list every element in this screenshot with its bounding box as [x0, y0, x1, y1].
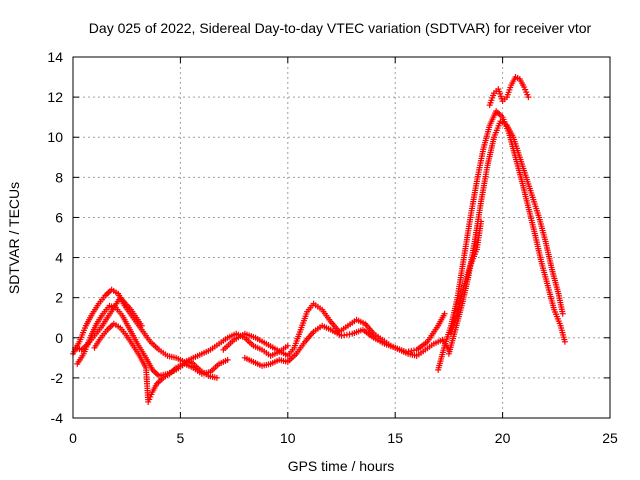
data-point-track-e: [441, 310, 448, 317]
axis-ticks: 0 5 10 15 20 25 -4 -2 0 2 4 6 8 10 12 14: [47, 49, 618, 446]
x-tick-label: 15: [387, 430, 403, 446]
y-tick-label: -2: [51, 370, 64, 386]
y-tick-label: 10: [47, 129, 63, 145]
y-tick-label: -4: [51, 410, 64, 426]
plot-frame: [72, 56, 611, 419]
y-tick-label: 14: [47, 49, 63, 65]
y-axis-label: SDTVAR / TECUs: [6, 182, 22, 294]
y-tick-label: 12: [47, 89, 63, 105]
y-tick-label: 0: [55, 330, 63, 346]
data-point-track-f: [561, 338, 568, 345]
data-point-track-a: [284, 342, 291, 349]
y-tick-label: 6: [55, 209, 63, 225]
data-points: [70, 74, 568, 405]
grid-lines: [73, 57, 610, 418]
x-tick-label: 20: [495, 430, 511, 446]
y-tick-label: 8: [55, 169, 63, 185]
x-tick-label: 10: [280, 430, 296, 446]
y-tick-label: 4: [55, 250, 63, 266]
data-point-track-h: [525, 94, 532, 101]
data-point-track-j: [478, 218, 485, 225]
chart-title: Day 025 of 2022, Sidereal Day-to-day VTE…: [89, 20, 592, 36]
x-tick-label: 25: [602, 430, 618, 446]
x-tick-label: 5: [177, 430, 185, 446]
x-axis-label: GPS time / hours: [288, 458, 395, 474]
y-tick-label: 2: [55, 290, 63, 306]
data-point-track-b: [224, 356, 231, 363]
x-tick-label: 0: [69, 430, 77, 446]
data-point-track-i: [138, 322, 145, 329]
data-point-track-c: [213, 374, 220, 381]
data-point-track-g: [559, 310, 566, 317]
